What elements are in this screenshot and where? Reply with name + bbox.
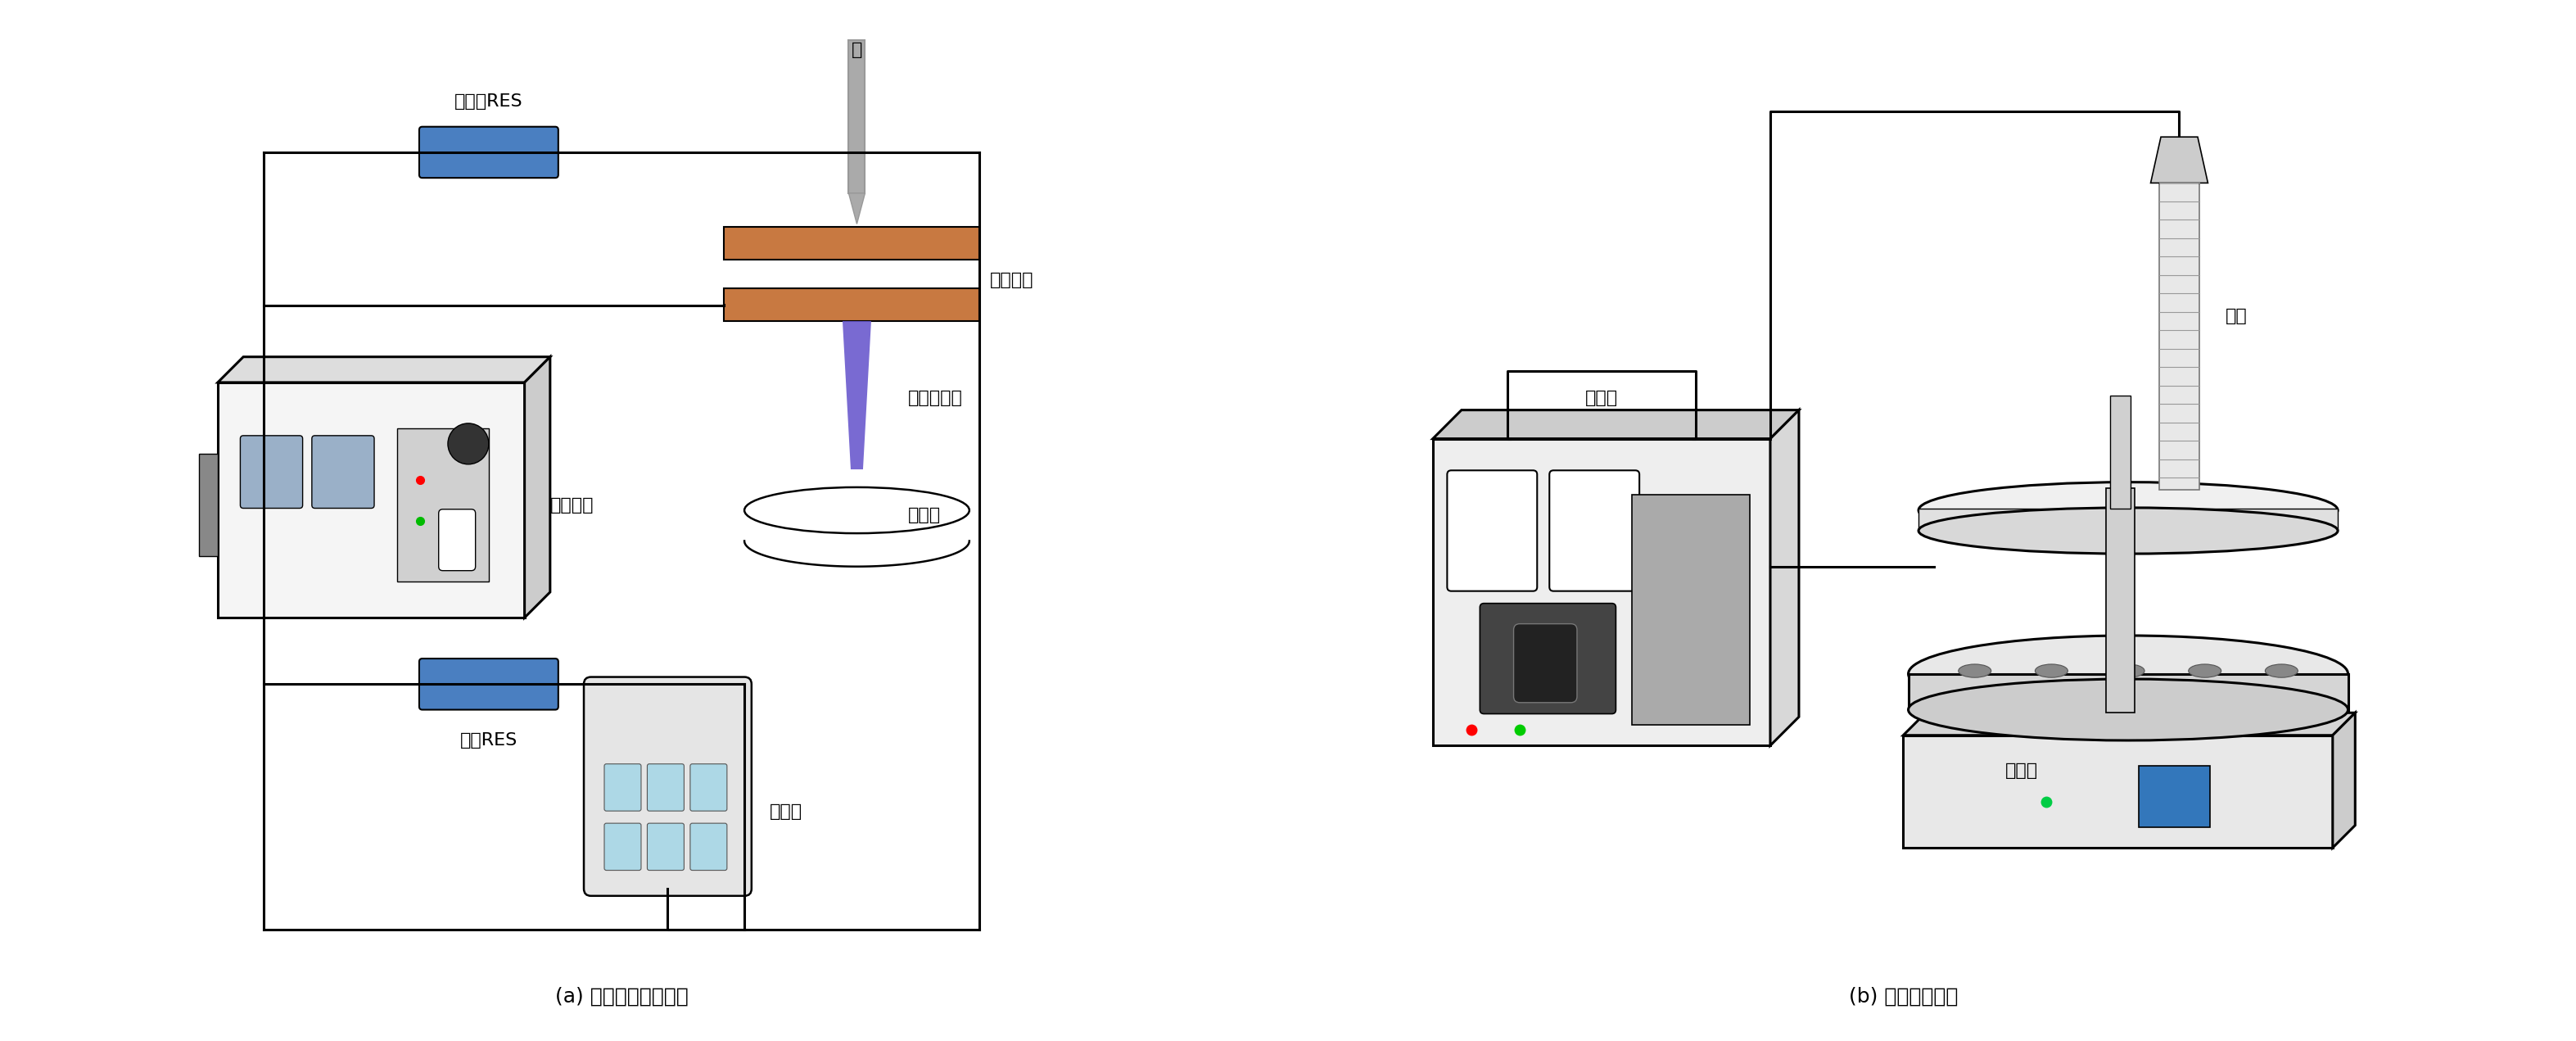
Text: 反应器: 反应器 — [907, 507, 940, 524]
Circle shape — [448, 424, 489, 464]
Polygon shape — [842, 321, 871, 469]
Bar — [2159, 183, 2200, 490]
Ellipse shape — [1909, 636, 2347, 712]
FancyBboxPatch shape — [605, 764, 641, 811]
Bar — [2105, 488, 2136, 713]
Ellipse shape — [2112, 664, 2143, 678]
FancyBboxPatch shape — [1448, 471, 1538, 591]
Text: 镇流器RES: 镇流器RES — [453, 93, 523, 109]
Bar — [2138, 766, 2210, 828]
Polygon shape — [1904, 713, 2354, 735]
Text: (b) 光化学反应仪: (b) 光化学反应仪 — [1850, 986, 1958, 1006]
Polygon shape — [219, 357, 551, 382]
FancyBboxPatch shape — [438, 509, 477, 570]
FancyBboxPatch shape — [1479, 604, 1615, 714]
Ellipse shape — [2264, 664, 2298, 678]
FancyBboxPatch shape — [605, 823, 641, 870]
Polygon shape — [1770, 410, 1798, 745]
Text: 稳电压源: 稳电压源 — [551, 497, 595, 513]
Text: 氙灯: 氙灯 — [2226, 308, 2246, 324]
FancyBboxPatch shape — [690, 764, 726, 811]
Ellipse shape — [1958, 664, 1991, 678]
Text: (a) 辉光放电等离子体: (a) 辉光放电等离子体 — [554, 986, 688, 1006]
Bar — [1919, 508, 2339, 531]
Bar — [2110, 396, 2130, 508]
Text: 阴极循环: 阴极循环 — [989, 272, 1033, 288]
Polygon shape — [2334, 713, 2354, 847]
Text: 控制器: 控制器 — [1584, 389, 1618, 406]
Ellipse shape — [2035, 664, 2069, 678]
Polygon shape — [526, 357, 551, 617]
Ellipse shape — [1909, 679, 2347, 740]
Polygon shape — [2151, 137, 2208, 183]
Bar — [1904, 735, 2334, 847]
FancyBboxPatch shape — [420, 659, 559, 710]
FancyBboxPatch shape — [647, 764, 685, 811]
Bar — [397, 429, 489, 582]
FancyBboxPatch shape — [647, 823, 685, 870]
FancyBboxPatch shape — [240, 435, 301, 508]
Text: 等离子射流: 等离子射流 — [907, 389, 963, 406]
Ellipse shape — [2190, 664, 2221, 678]
Bar — [219, 382, 526, 617]
Bar — [1432, 438, 1770, 745]
FancyBboxPatch shape — [690, 823, 726, 870]
FancyBboxPatch shape — [1515, 624, 1577, 703]
Polygon shape — [1432, 410, 1798, 438]
Text: 针: 针 — [853, 42, 863, 58]
Bar — [848, 40, 866, 194]
FancyBboxPatch shape — [1548, 471, 1638, 591]
Bar — [724, 227, 979, 259]
Polygon shape — [848, 194, 866, 224]
FancyBboxPatch shape — [420, 127, 559, 178]
Bar — [1633, 494, 1749, 726]
Text: 反应器: 反应器 — [2007, 763, 2038, 780]
Text: 检验RES: 检验RES — [461, 732, 518, 748]
Bar — [198, 454, 219, 556]
FancyBboxPatch shape — [585, 677, 752, 896]
Bar — [724, 288, 979, 321]
Text: 万用表: 万用表 — [770, 804, 804, 820]
FancyBboxPatch shape — [312, 435, 374, 508]
Ellipse shape — [744, 487, 969, 533]
Polygon shape — [744, 536, 969, 561]
Ellipse shape — [1919, 482, 2339, 538]
Bar — [1909, 674, 2347, 710]
Ellipse shape — [1919, 508, 2339, 554]
